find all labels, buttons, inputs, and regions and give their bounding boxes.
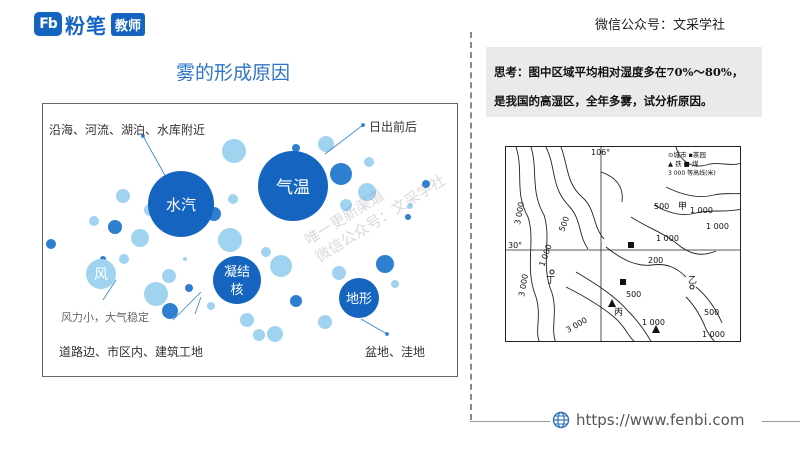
question-line-2: 是我国的高湿区，全年多雾，试分析原因。 [494, 94, 713, 108]
contour-label: 3 000 [513, 201, 526, 225]
place-ding: 丁 [546, 276, 555, 286]
contour-label: 200 [648, 256, 663, 265]
bubble-terrain-label: 地形 [346, 292, 372, 307]
nuclei-sources-label: 道路边、市区内、建筑工地 [59, 344, 203, 359]
wechat-account: 微信公众号：文采学社 [595, 18, 726, 33]
sunrise-label: 日出前后 [369, 119, 417, 134]
lon-label: 106° [591, 148, 610, 157]
place-bing: 丙 [614, 307, 623, 318]
legend-line-1: ⊙城市 ▪茶园 [668, 150, 706, 159]
contour-label: 1 000 [656, 234, 679, 243]
contour-label: 500 [704, 308, 719, 317]
question-box: 思考：图中区域平均相对湿度多在70%～80%， 是我国的高湿区，全年多雾，试分析… [486, 47, 762, 117]
wind-note-label: 风力小，大气稳定 [61, 310, 149, 324]
bubble-nuclei-label-1: 凝结 [224, 264, 250, 280]
iron-symbol [652, 325, 660, 333]
footer-rule-left [470, 421, 550, 422]
contour-label: 1 000 [706, 222, 729, 231]
legend-line-2: ▲ 铁 ■ 煤 [668, 159, 699, 168]
contour-label: 1 000 [642, 318, 665, 327]
contour-label: 1 000 [702, 330, 725, 339]
legend-line-3: 3 000 等高线(米) [668, 169, 716, 177]
coal-symbol [620, 279, 626, 285]
bubble-vapor-label: 水汽 [166, 196, 196, 214]
place-yi: 乙 [688, 275, 697, 286]
map-symbols [549, 242, 695, 333]
iron-symbol [608, 299, 616, 307]
question-line-1: 思考：图中区域平均相对湿度多在70%～80%， [494, 65, 744, 79]
bubble-wind: 风 [86, 259, 116, 289]
footer: https://www.fenbi.com [552, 411, 744, 429]
contour-label: 500 [626, 290, 641, 299]
bubble-temperature: 气温 [258, 151, 328, 221]
contour-label: 3 000 [517, 273, 530, 297]
fog-cause-diagram: 水汽 气温 凝结 核 风 地形 沿海、河流、湖泊、水库附近 日出前后 风力小，大… [42, 103, 458, 377]
contour-lines [515, 147, 740, 341]
logo-text: 粉笔 [65, 13, 107, 38]
city-symbol [549, 269, 555, 275]
city-symbol [689, 284, 695, 290]
contour-label: 500 [654, 202, 669, 211]
coal-symbol [628, 242, 634, 248]
contour-label: 3 000 [565, 315, 589, 334]
logo-badge: 教师 [111, 12, 146, 36]
fenbi-logo: Fb 粉笔 教师 [34, 10, 146, 38]
globe-icon [552, 411, 570, 429]
contour-map: 106° 30° ⊙城市 ▪茶园 ▲ 铁 ■ 煤 3 000 等高线(米) 3 … [505, 146, 741, 342]
contour-label: 1 000 [690, 206, 713, 215]
footer-url[interactable]: https://www.fenbi.com [576, 411, 745, 429]
terrain-note-label: 盆地、洼地 [365, 345, 425, 359]
contour-label: 1 000 [537, 243, 553, 268]
contour-label: 500 [557, 215, 571, 232]
bubble-temperature-label: 气温 [276, 178, 310, 198]
section-title: 雾的形成原因 [176, 62, 291, 84]
vapor-sources-label: 沿海、河流、湖泊、水库附近 [49, 122, 205, 137]
decorative-bubbles [46, 136, 430, 342]
logo-mark: Fb [34, 12, 62, 36]
lat-label: 30° [508, 241, 522, 250]
place-jia: 甲 [678, 201, 687, 212]
connector-lines [102, 123, 389, 336]
footer-rule-right [762, 421, 800, 422]
bubble-nuclei: 凝结 核 [213, 256, 261, 304]
bubble-vapor: 水汽 [148, 171, 214, 237]
bubble-terrain: 地形 [339, 278, 379, 318]
bubble-wind-label: 风 [94, 267, 108, 283]
vertical-divider [470, 32, 472, 420]
grid-lines [506, 147, 740, 341]
bubble-nuclei-label-2: 核 [230, 283, 243, 298]
